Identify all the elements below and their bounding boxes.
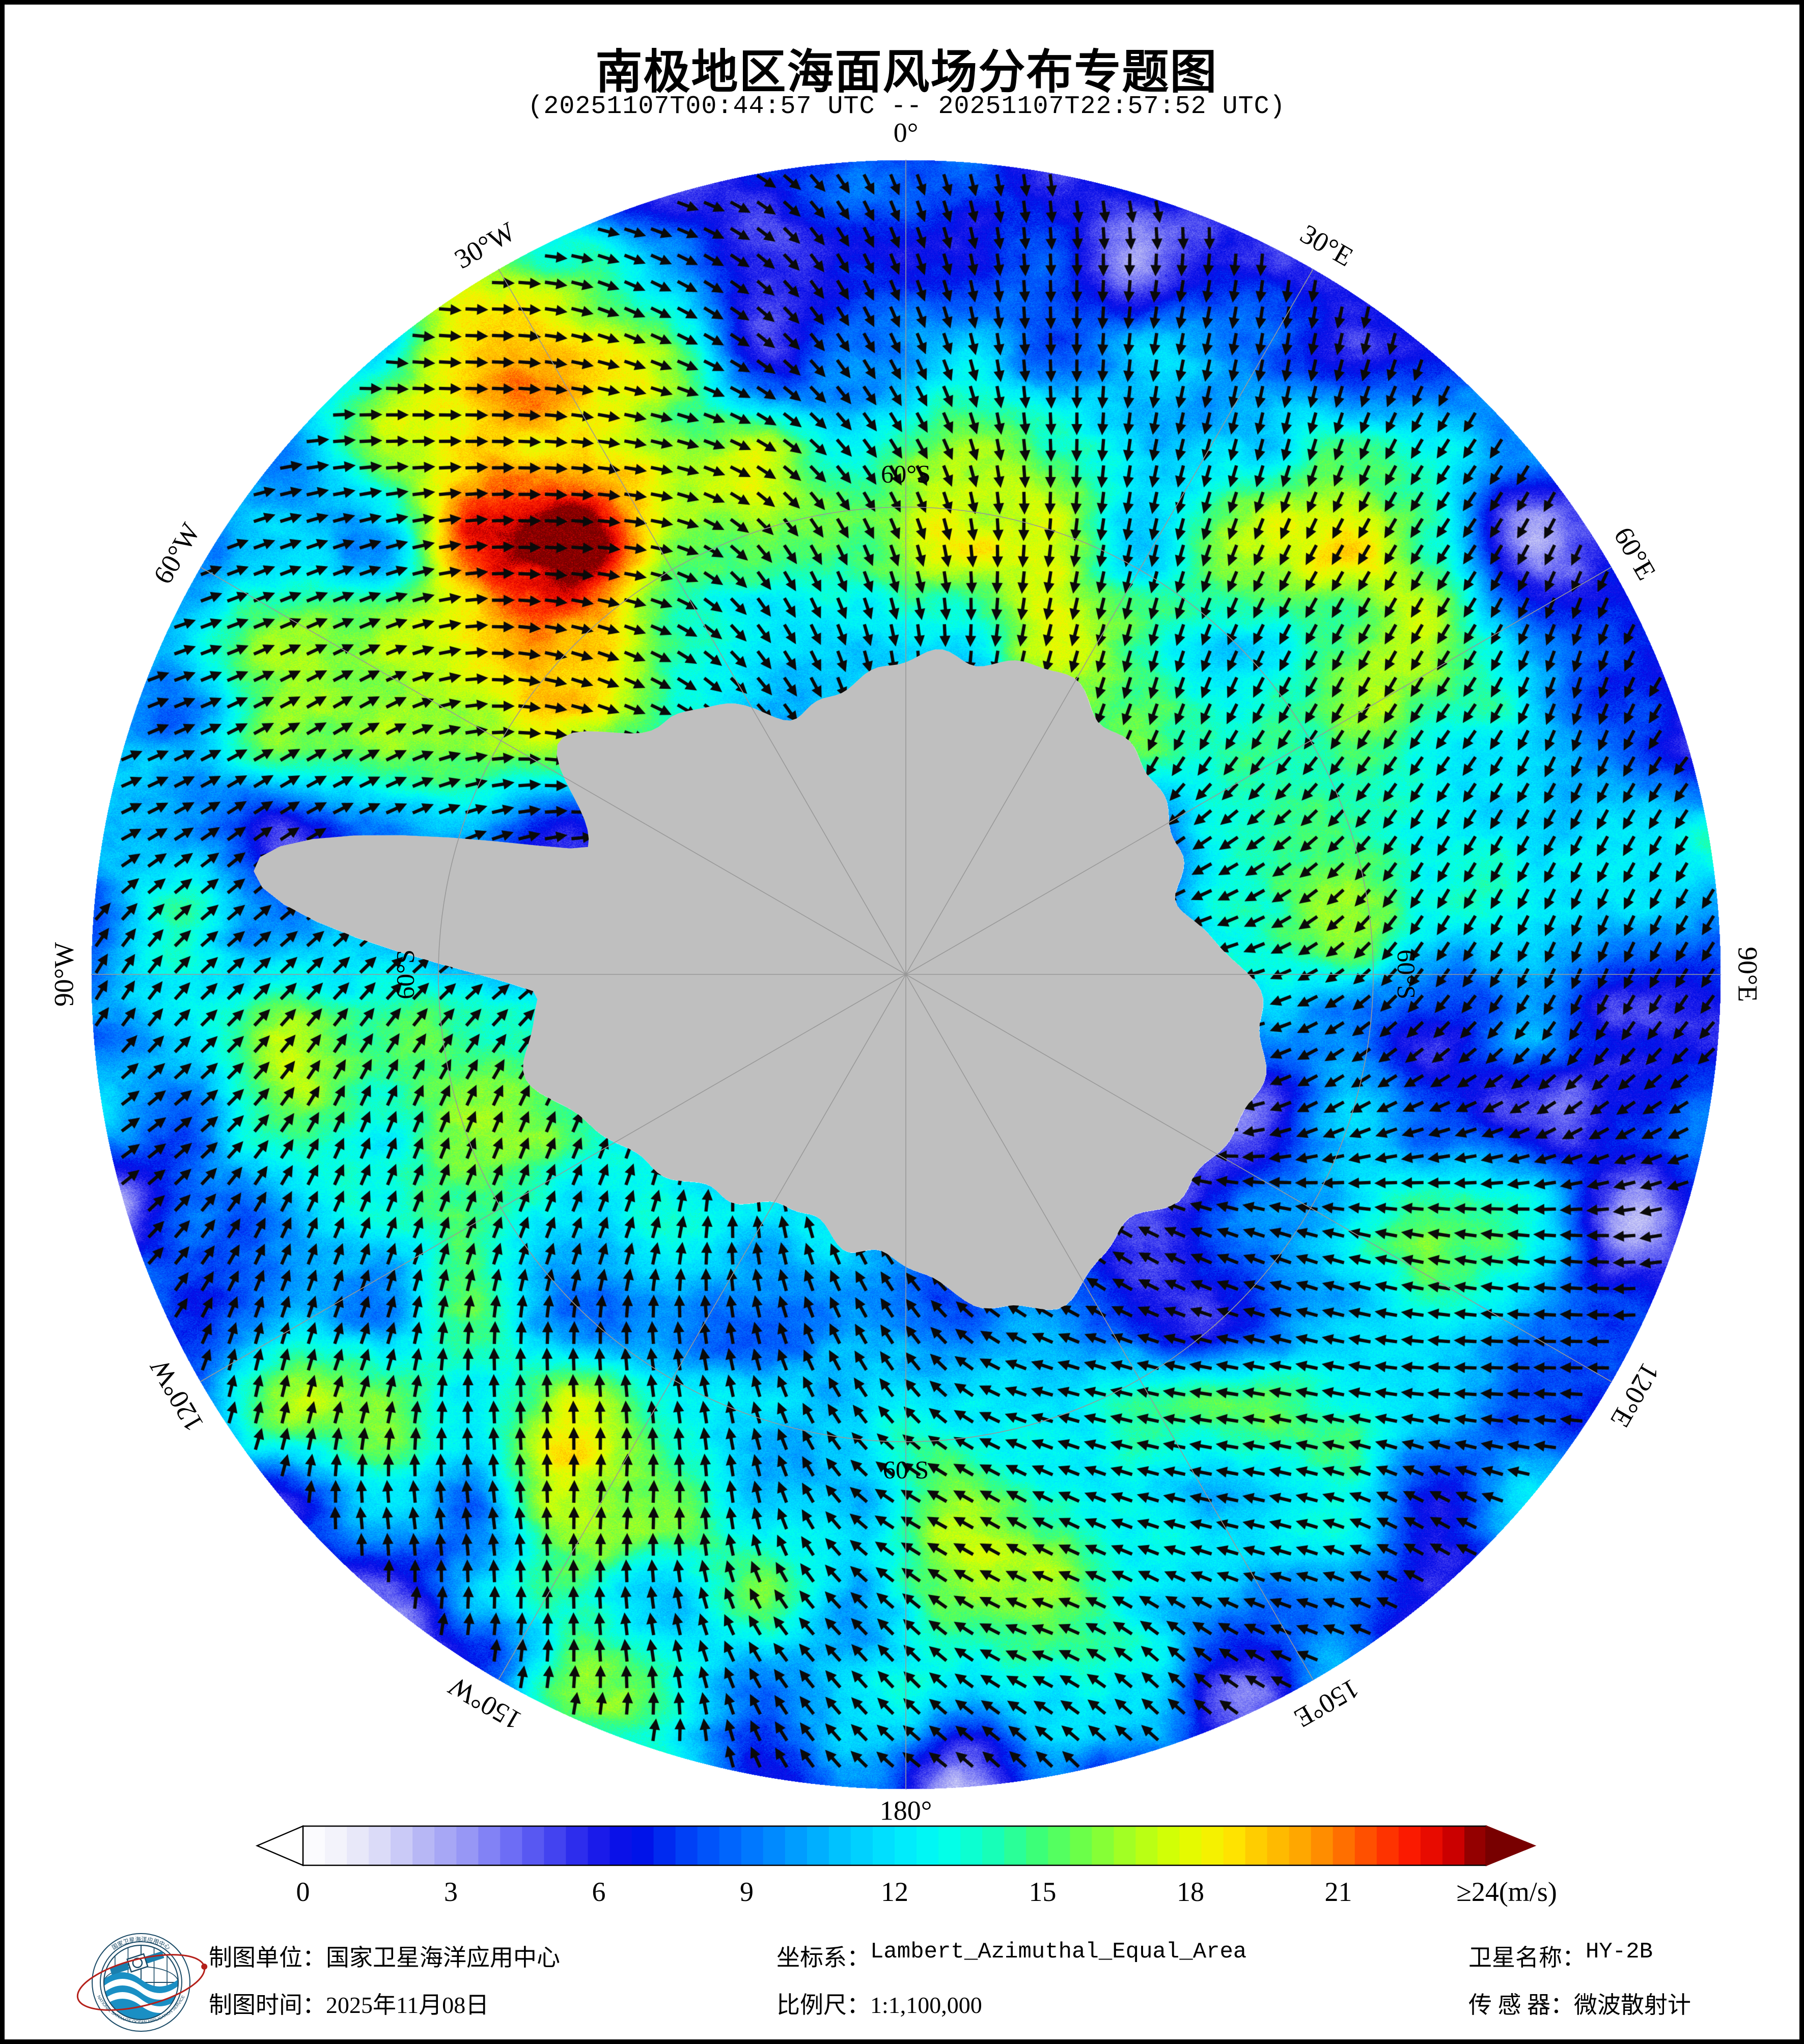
svg-text:60°W: 60°W xyxy=(147,518,206,589)
svg-text:150°W: 150°W xyxy=(443,1671,526,1737)
svg-text:120°E: 120°E xyxy=(1604,1358,1666,1433)
svg-text:60°S: 60°S xyxy=(391,949,419,999)
svg-text:60°S: 60°S xyxy=(881,459,931,488)
svg-text:30°W: 30°W xyxy=(449,216,520,274)
svg-text:0°: 0° xyxy=(894,117,919,148)
svg-text:30°E: 30°E xyxy=(1295,218,1358,272)
svg-text:≥24(m/s): ≥24(m/s) xyxy=(1456,1877,1557,1907)
svg-text:18: 18 xyxy=(1177,1877,1204,1907)
svg-text:150°E: 150°E xyxy=(1289,1673,1364,1734)
svg-text:6: 6 xyxy=(592,1877,606,1907)
svg-text:9: 9 xyxy=(740,1877,754,1907)
svg-text:60°E: 60°E xyxy=(1608,522,1662,585)
svg-text:21: 21 xyxy=(1325,1877,1352,1907)
svg-text:90°E: 90°E xyxy=(1733,947,1763,1002)
svg-text:0: 0 xyxy=(296,1877,310,1907)
svg-text:120°W: 120°W xyxy=(144,1354,210,1437)
svg-text:60°S: 60°S xyxy=(1393,949,1421,999)
svg-text:60 S: 60 S xyxy=(883,1455,929,1483)
svg-text:15: 15 xyxy=(1029,1877,1057,1907)
svg-text:3: 3 xyxy=(444,1877,458,1907)
svg-text:180°: 180° xyxy=(880,1795,932,1826)
svg-text:12: 12 xyxy=(881,1877,908,1907)
svg-text:90°W: 90°W xyxy=(48,942,79,1007)
